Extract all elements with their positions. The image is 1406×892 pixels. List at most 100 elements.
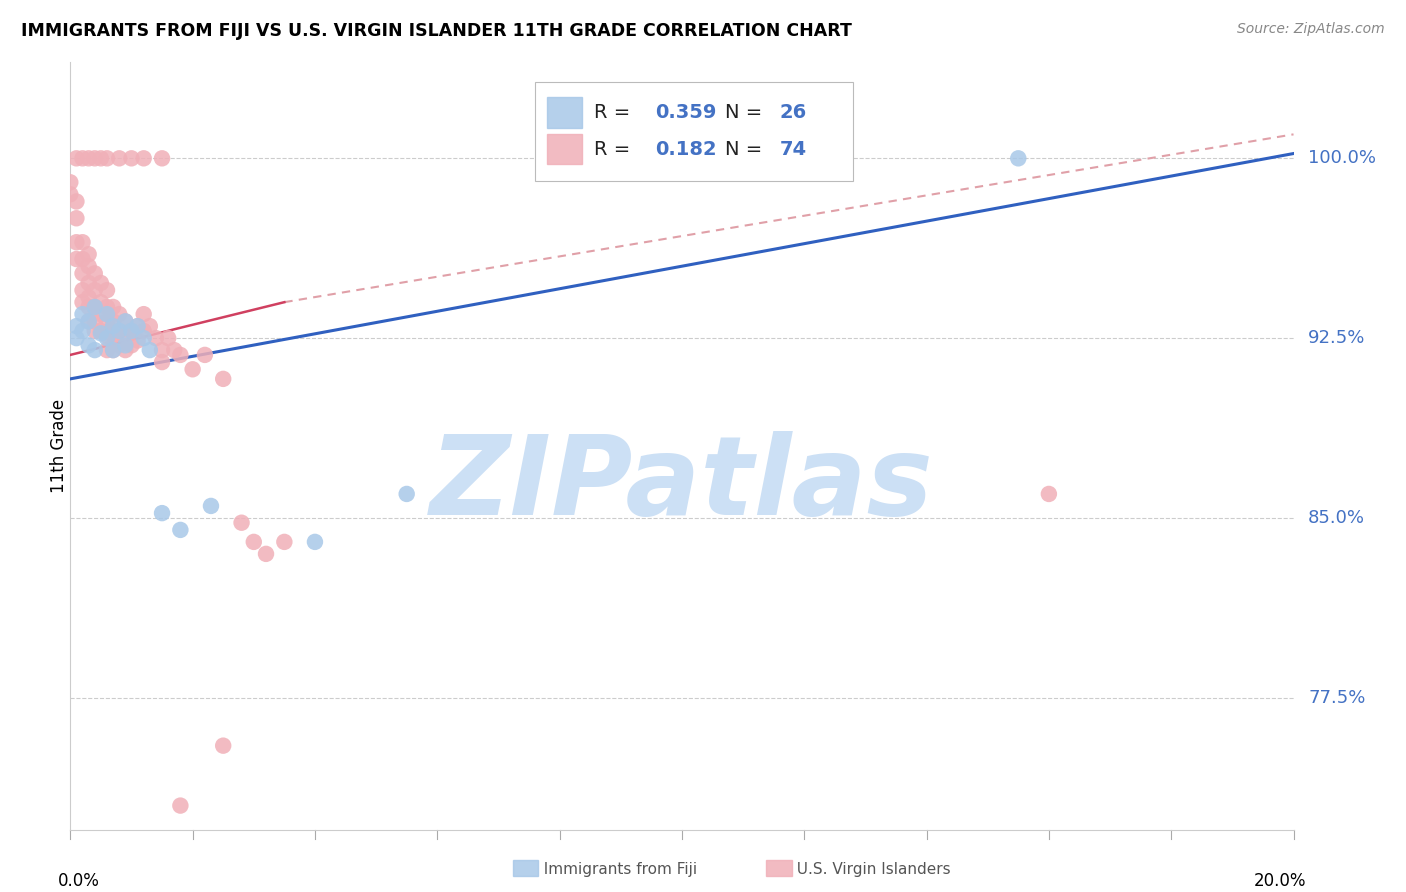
Point (96, 328, 118, 343)
Point (72, 151, 94, 165)
Point (72, 295, 94, 310)
Point (96, 300, 118, 314)
Point (59, 187, 82, 202)
Text: 92.5%: 92.5% (1308, 329, 1365, 347)
Point (72, 324, 94, 338)
Point (231, 516, 253, 530)
Point (121, 324, 143, 338)
Point (139, 319, 162, 334)
Point (169, 348, 191, 362)
Point (90, 151, 112, 165)
Text: N =: N = (724, 103, 768, 122)
FancyBboxPatch shape (536, 81, 853, 181)
Text: N =: N = (724, 140, 768, 159)
Point (243, 535, 266, 549)
Bar (766, 860, 792, 876)
Point (139, 343, 162, 357)
Point (77, 300, 100, 314)
Text: Immigrants from Fiji: Immigrants from Fiji (534, 863, 697, 877)
Point (132, 307, 155, 321)
Point (395, 487, 418, 501)
Point (108, 324, 131, 338)
Point (101, 343, 124, 357)
Point (127, 319, 149, 334)
Bar (513, 860, 538, 876)
Point (108, 307, 131, 321)
Point (83, 267, 105, 281)
Text: 77.5%: 77.5% (1308, 689, 1365, 706)
Text: 20.0%: 20.0% (1253, 871, 1306, 889)
Point (108, 338, 131, 352)
Point (121, 324, 143, 338)
Point (72, 235, 94, 250)
Point (181, 362, 204, 376)
Point (101, 328, 124, 343)
Point (96, 314, 118, 328)
Text: 0.0%: 0.0% (58, 871, 100, 889)
Point (65, 319, 87, 334)
Point (132, 331, 155, 345)
Point (108, 324, 131, 338)
Point (96, 283, 118, 297)
Text: 74: 74 (780, 140, 807, 159)
Point (83, 300, 105, 314)
Point (150, 506, 173, 520)
Point (90, 307, 112, 321)
Bar (547, 134, 582, 164)
Point (72, 252, 94, 266)
Point (1038, 487, 1060, 501)
Point (77, 290, 100, 304)
Text: R =: R = (593, 140, 637, 159)
Point (254, 547, 277, 561)
Point (121, 338, 143, 352)
Point (194, 348, 217, 362)
Point (83, 300, 105, 314)
Point (132, 324, 155, 338)
Point (101, 314, 124, 328)
Point (108, 151, 131, 165)
Point (132, 151, 155, 165)
Point (77, 314, 100, 328)
Point (212, 372, 235, 386)
Point (114, 314, 136, 328)
Point (127, 319, 149, 334)
Point (83, 283, 105, 297)
Text: 100.0%: 100.0% (1308, 149, 1376, 168)
Text: ZIPatlas: ZIPatlas (430, 431, 934, 538)
Point (72, 307, 94, 321)
Point (101, 343, 124, 357)
Text: 0.359: 0.359 (655, 103, 717, 122)
Point (65, 194, 87, 209)
Point (65, 151, 87, 165)
Point (150, 151, 173, 165)
Point (72, 267, 94, 281)
Point (304, 535, 326, 549)
Point (90, 276, 112, 290)
Text: 85.0%: 85.0% (1308, 509, 1365, 527)
Point (96, 331, 118, 345)
Point (90, 324, 112, 338)
Point (77, 314, 100, 328)
Text: R =: R = (593, 103, 637, 122)
Point (59, 175, 82, 189)
Text: 0.182: 0.182 (655, 140, 717, 159)
Text: Source: ZipAtlas.com: Source: ZipAtlas.com (1237, 22, 1385, 37)
Point (77, 247, 100, 261)
Point (157, 331, 180, 345)
Point (96, 151, 118, 165)
Point (77, 151, 100, 165)
Point (114, 343, 136, 357)
Point (150, 355, 173, 369)
Point (83, 151, 105, 165)
Point (90, 326, 112, 341)
Point (114, 338, 136, 352)
Point (150, 343, 173, 357)
Point (77, 276, 100, 290)
Point (145, 331, 167, 345)
Point (83, 324, 105, 338)
Point (65, 252, 87, 266)
Bar (547, 97, 582, 128)
Point (90, 295, 112, 310)
Text: U.S. Virgin Islanders: U.S. Virgin Islanders (787, 863, 950, 877)
Point (1007, 151, 1029, 165)
